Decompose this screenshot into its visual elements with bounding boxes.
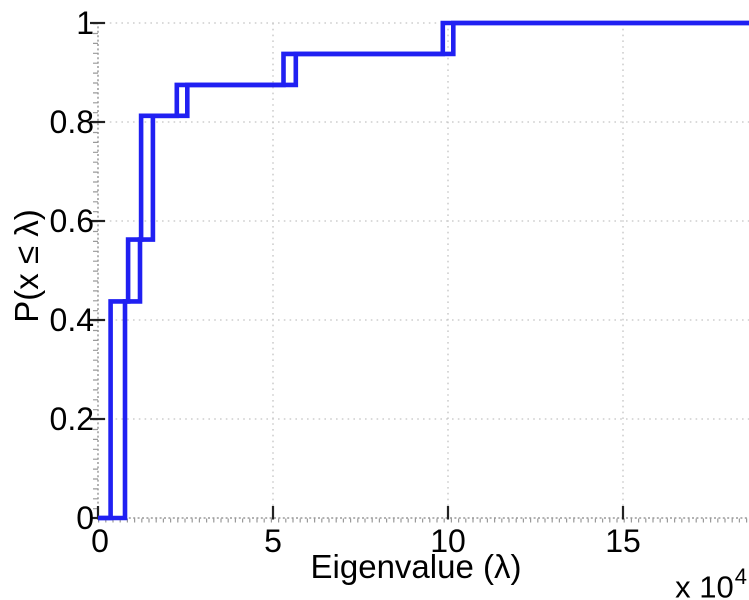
y-axis-label: P(x ≤ λ) xyxy=(8,209,45,323)
y-tick-label-0: 0 xyxy=(76,500,94,536)
x-tick-label-0: 0 xyxy=(91,523,109,559)
x-axis-multiplier-base: x 10 xyxy=(675,569,734,600)
x-tick-label-10: 10 xyxy=(430,523,466,559)
y-tick-label-0.4: 0.4 xyxy=(49,302,94,338)
y-tick-label-0.6: 0.6 xyxy=(49,203,94,239)
cdf-curve-2 xyxy=(98,20,749,521)
cdf-curve-1 xyxy=(98,20,749,521)
y-tick-label-0.8: 0.8 xyxy=(49,104,94,140)
x-axis-multiplier-exponent: 4 xyxy=(734,564,747,589)
x-axis-multiplier: x 104 xyxy=(638,564,747,600)
y-tick-label-1: 1 xyxy=(76,5,94,41)
x-axis-label: Eigenvalue (λ) xyxy=(310,548,522,585)
y-tick-label-0.2: 0.2 xyxy=(49,401,94,437)
x-tick-label-5: 5 xyxy=(264,523,282,559)
x-tick-label-15: 15 xyxy=(605,523,641,559)
